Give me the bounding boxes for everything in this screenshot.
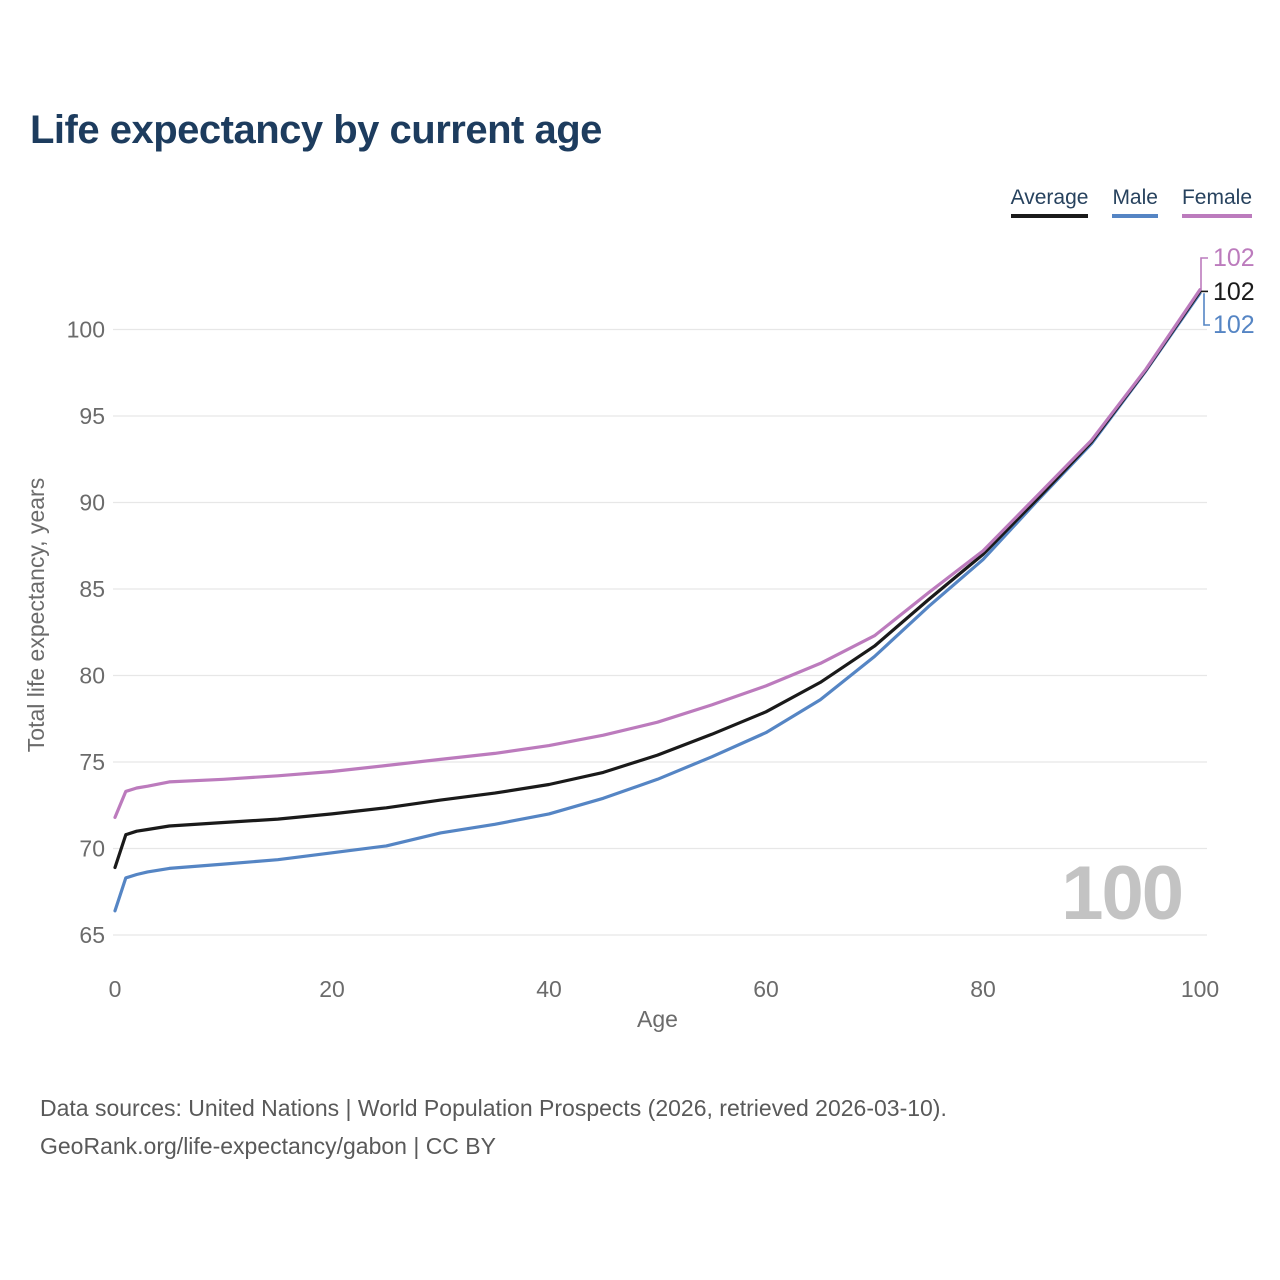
y-tick-label-95: 95	[79, 403, 105, 429]
end-value-label-female: 102	[1213, 244, 1255, 272]
y-tick-label-70: 70	[79, 836, 105, 862]
y-tick-label-75: 75	[79, 749, 105, 775]
page-title: Life expectancy by current age	[30, 108, 602, 152]
legend-item-average[interactable]: Average	[1010, 186, 1089, 219]
end-label-connector-female	[1200, 257, 1208, 290]
legend-item-female[interactable]: Female	[1181, 186, 1252, 219]
x-tick-label-20: 20	[319, 976, 345, 1002]
y-tick-label-90: 90	[79, 490, 105, 516]
y-tick-label-65: 65	[79, 922, 105, 948]
chart-legend: Average Male Female	[1010, 186, 1252, 219]
x-axis-label: Age	[637, 1006, 678, 1032]
y-tick-label-85: 85	[79, 576, 105, 602]
x-tick-label-100: 100	[1181, 976, 1219, 1002]
x-tick-label-80: 80	[970, 976, 996, 1002]
legend-item-male[interactable]: Male	[1112, 186, 1158, 219]
end-value-label-male: 102	[1213, 311, 1255, 339]
y-tick-label-100: 100	[67, 317, 105, 343]
series-line-female	[113, 288, 1202, 820]
x-tick-label-40: 40	[536, 976, 562, 1002]
series-line-average	[113, 289, 1202, 870]
end-value-label-average: 102	[1213, 278, 1255, 306]
footer-attribution: GeoRank.org/life-expectancy/gabon | CC B…	[40, 1133, 496, 1159]
series-line-male	[113, 291, 1202, 913]
x-tick-label-0: 0	[109, 976, 122, 1002]
y-tick-label-80: 80	[79, 663, 105, 689]
age-watermark: 100	[1061, 851, 1182, 936]
line-chart: 65 70 75 80 85 90 95 100 0 20 40 60 80 100 Age Total li…	[23, 244, 1255, 1032]
footer: Data sources: United Nations | World Pop…	[40, 1089, 947, 1165]
y-axis-label: Total life expectancy, years	[23, 478, 49, 752]
x-tick-label-60: 60	[753, 976, 779, 1002]
footer-data-sources: Data sources: United Nations | World Pop…	[40, 1095, 947, 1121]
end-label-connector-male	[1203, 293, 1210, 326]
